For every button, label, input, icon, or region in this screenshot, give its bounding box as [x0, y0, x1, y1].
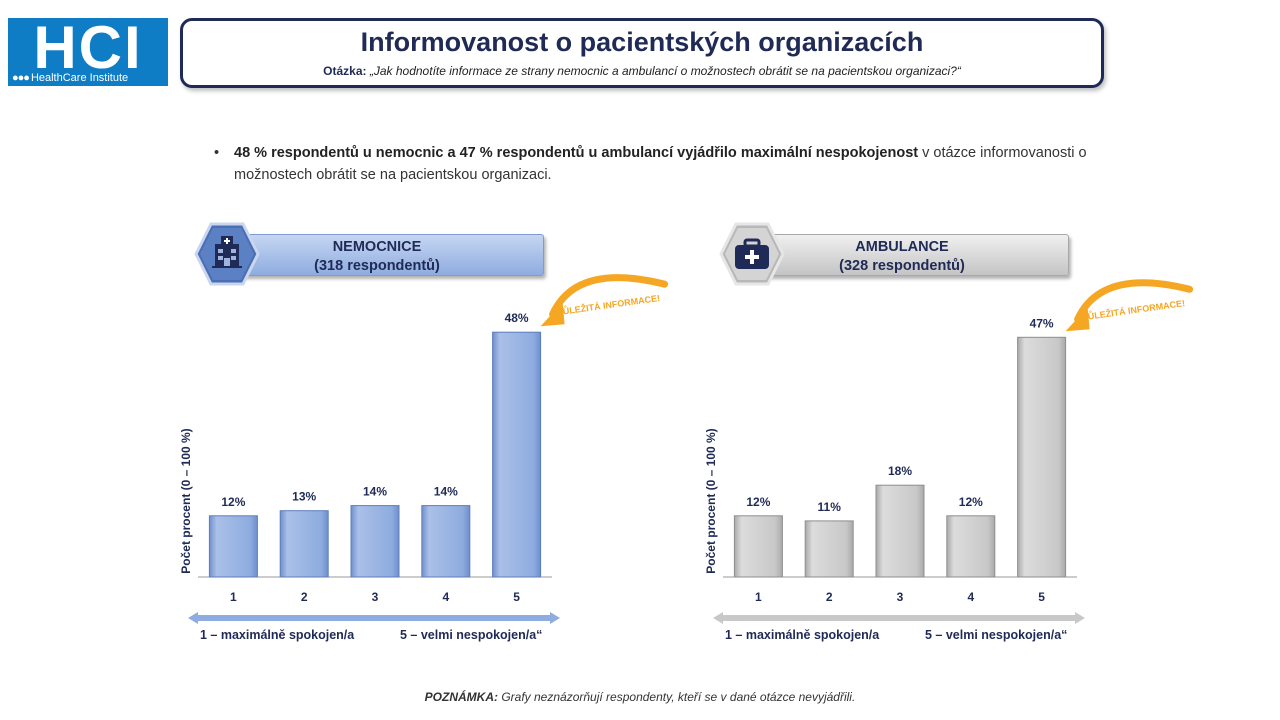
chart-panel-hospitals: NEMOCNICE (318 respondentů) Počet procen…: [170, 222, 670, 652]
chart-header-subtitle: (328 respondentů): [839, 258, 965, 274]
bullet-icon: •: [214, 145, 220, 161]
chart-header: NEMOCNICE (318 respondentů): [210, 234, 544, 276]
summary-bullet: • 48 % respondentů u nemocnic a 47 % res…: [214, 142, 1094, 186]
scale-right-label: 5 – velmi nespokojen/a“: [925, 628, 1068, 642]
x-tick-label: 5: [513, 590, 520, 604]
scale-right-label: 5 – velmi nespokojen/a“: [400, 628, 543, 642]
chart-header-title: AMBULANCE: [855, 239, 949, 255]
x-tick-label: 4: [967, 590, 974, 604]
data-label: 12%: [746, 495, 770, 509]
summary-text: 48 % respondentů u nemocnic a 47 % respo…: [214, 142, 1094, 186]
bar-5: [492, 331, 542, 578]
x-tick-label: 2: [301, 590, 308, 604]
bar-chart-hospitals: 12% 1 13% 2 14% 3 14% 4 48% 5 DŮLEŽITÁ INFORMACE!: [198, 274, 669, 604]
data-label: 47%: [1030, 316, 1054, 330]
logo-subtitle-text: HealthCare Institute: [30, 72, 129, 84]
footnote-label: POZNÁMKA:: [424, 690, 498, 704]
scale-left-label: 1 – maximálně spokojen/a: [200, 628, 355, 642]
bar-3: [350, 505, 400, 578]
x-tick-label: 3: [897, 590, 904, 604]
data-label: 12%: [221, 495, 245, 509]
x-tick-label: 5: [1038, 590, 1045, 604]
logo-dots-icon: ●●●: [12, 72, 30, 84]
data-label: 14%: [434, 485, 458, 499]
logo-subtitle: ●●● HealthCare Institute: [12, 72, 128, 84]
hci-logo: HCI ●●● HealthCare Institute: [8, 18, 168, 86]
data-label: 11%: [818, 500, 842, 514]
chart-header-subtitle: (318 respondentů): [314, 258, 440, 274]
hospital-icon: [194, 222, 260, 286]
bar-2: [804, 520, 854, 578]
x-tick-label: 2: [826, 590, 833, 604]
chart-header-title: NEMOCNICE: [332, 239, 422, 255]
question-text: „Jak hodnotíte informace ze strany nemoc…: [369, 64, 961, 78]
bar-4: [421, 505, 471, 578]
medical-kit-icon: [719, 222, 785, 286]
title-box: Informovanost o pacientských organizacíc…: [180, 18, 1104, 88]
scale-arrow-icon: [713, 612, 1085, 624]
footnote-text: Grafy neznázorňují respondenty, kteří se…: [498, 690, 856, 704]
logo-text: HCI: [33, 18, 143, 81]
question: Otázka: „Jak hodnotíte informace ze stra…: [183, 64, 1101, 78]
data-label: 14%: [363, 485, 387, 499]
data-label: 13%: [292, 490, 316, 504]
page-title: Informovanost o pacientských organizacíc…: [360, 27, 924, 57]
x-tick-label: 3: [372, 590, 379, 604]
callout-label: DŮLEŽITÁ INFORMACE!: [1081, 297, 1186, 322]
question-label: Otázka:: [323, 64, 367, 78]
bar-chart-clinics: 12% 1 11% 2 18% 3 12% 4 47% 5 DŮLEŽITÁ INFORMACE!: [723, 279, 1194, 604]
scale-left-label: 1 – maximálně spokojen/a: [725, 628, 880, 642]
data-label: 18%: [888, 464, 912, 478]
scale-arrow-icon: [188, 612, 560, 624]
x-tick-label: 4: [442, 590, 449, 604]
callout-arrow-icon: [540, 274, 669, 327]
summary-bold: 48 % respondentů u nemocnic a 47 % respo…: [234, 145, 919, 161]
x-tick-label: 1: [755, 590, 762, 604]
bar-5: [1017, 336, 1067, 578]
data-label: 48%: [505, 311, 529, 325]
chart-header: AMBULANCE (328 respondentů): [735, 234, 1069, 276]
bar-1: [208, 515, 258, 578]
bar-4: [946, 515, 996, 578]
callout-arrow-icon: [1065, 279, 1194, 332]
x-tick-label: 1: [230, 590, 237, 604]
footnote: POZNÁMKA: Grafy neznázorňují respondenty…: [0, 690, 1280, 704]
data-label: 12%: [959, 495, 983, 509]
chart-panel-clinics: AMBULANCE (328 respondentů) Počet procen…: [695, 222, 1195, 652]
bar-3: [875, 484, 925, 578]
summary-rest: v otázce informovanosti o možnostech obr…: [234, 145, 1087, 183]
callout-label: DŮLEŽITÁ INFORMACE!: [556, 292, 661, 317]
bar-1: [733, 515, 783, 578]
bar-2: [279, 510, 329, 578]
